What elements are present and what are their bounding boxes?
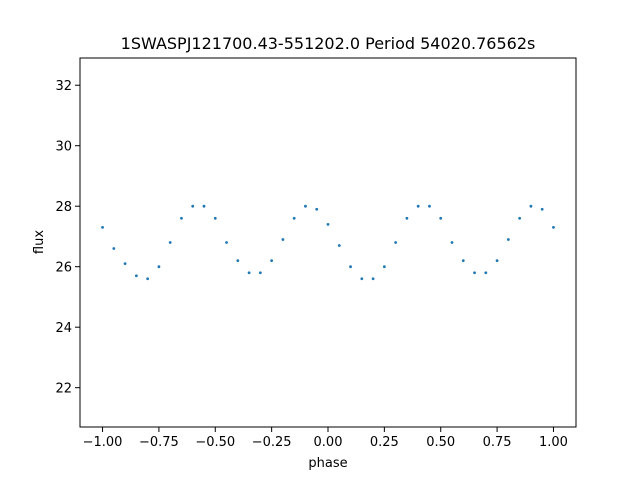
chart-title: 1SWASPJ121700.43-551202.0 Period 54020.7… — [121, 34, 536, 53]
x-tick-label: 0.00 — [314, 435, 343, 450]
scatter-points — [101, 204, 555, 281]
data-point — [304, 204, 307, 208]
data-point — [473, 271, 476, 275]
data-point — [326, 222, 330, 226]
plot-frame — [79, 57, 577, 428]
y-tick-label: 24 — [55, 321, 72, 336]
data-point — [168, 241, 172, 244]
data-point — [213, 216, 217, 220]
data-point — [146, 277, 150, 281]
x-tick-label: −1.00 — [83, 435, 123, 450]
x-tick-label: 0.75 — [483, 435, 512, 450]
x-tick-label: 1.00 — [539, 435, 568, 450]
x-tick-label: −0.50 — [195, 435, 235, 450]
data-point — [180, 216, 183, 220]
data-point — [157, 265, 161, 269]
data-point — [518, 216, 522, 220]
data-point — [270, 259, 274, 263]
data-point — [495, 259, 499, 263]
data-point — [371, 277, 375, 281]
y-tick-label: 30 — [55, 140, 72, 155]
data-point — [439, 216, 443, 220]
y-tick-label: 22 — [55, 382, 72, 397]
data-point — [292, 216, 296, 220]
data-point — [337, 244, 341, 247]
x-axis-ticks: −1.00 −0.75 −0.50 −0.25 0.00 0.25 0.50 0.75 1.00 — [83, 427, 568, 450]
data-point — [101, 225, 104, 229]
data-point — [416, 204, 420, 208]
data-point — [191, 204, 195, 208]
data-point — [461, 259, 465, 263]
data-point — [349, 265, 352, 269]
data-point — [247, 271, 251, 275]
data-point — [315, 207, 319, 211]
data-point — [450, 241, 454, 244]
y-axis-ticks: 22 24 26 28 30 32 — [55, 79, 80, 397]
data-point — [281, 238, 285, 241]
data-point — [123, 262, 127, 266]
x-tick-label: −0.25 — [252, 435, 292, 450]
data-point — [225, 241, 228, 244]
y-tick-label: 28 — [55, 200, 72, 215]
data-point — [258, 271, 262, 275]
data-point — [540, 207, 544, 211]
x-tick-label: −0.75 — [139, 435, 179, 450]
data-point — [236, 259, 240, 263]
data-point — [394, 241, 398, 244]
x-tick-label: 0.25 — [370, 435, 399, 450]
y-tick-label: 32 — [55, 79, 72, 94]
data-point — [484, 271, 488, 275]
data-point — [134, 274, 138, 278]
x-axis-label: phase — [308, 456, 347, 471]
y-axis-label: flux — [32, 230, 47, 254]
y-tick-label: 26 — [55, 261, 72, 276]
data-point — [202, 204, 206, 208]
data-point — [552, 225, 555, 229]
data-point — [428, 204, 431, 208]
data-point — [112, 247, 116, 250]
data-point — [382, 265, 386, 269]
data-point — [529, 204, 533, 208]
data-point — [405, 216, 409, 220]
data-point — [360, 277, 364, 281]
data-point — [506, 238, 510, 241]
x-tick-label: 0.50 — [426, 435, 455, 450]
